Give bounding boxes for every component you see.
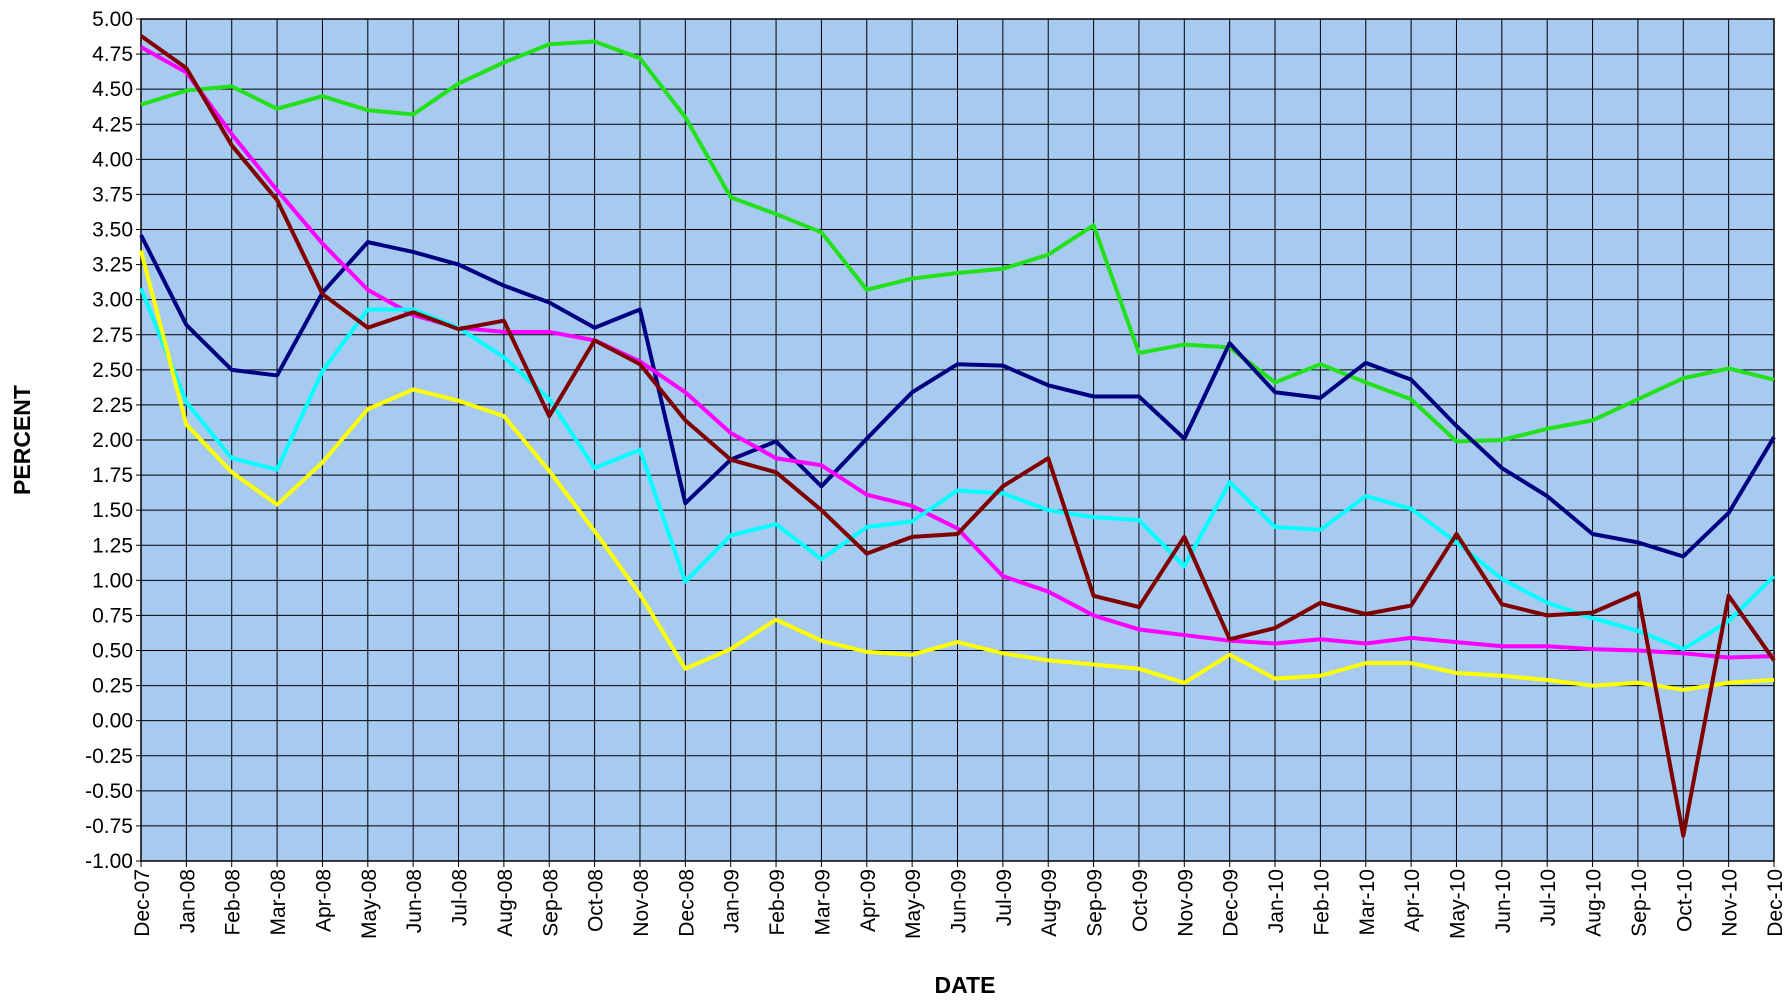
x-tick-label: Jun-09 xyxy=(948,869,971,933)
x-tick-label: Sep-09 xyxy=(1084,869,1107,937)
series-line xyxy=(139,250,1775,692)
y-tick-label: 0.75 xyxy=(92,604,133,627)
x-tick-label: Apr-09 xyxy=(857,869,880,932)
series-line xyxy=(140,39,1775,444)
y-tick-label: 4.25 xyxy=(92,113,133,136)
series-line xyxy=(139,34,1776,838)
x-tick-label: Dec-07 xyxy=(131,869,154,937)
y-tick-label: -0.75 xyxy=(85,815,133,838)
x-axis-label: DATE xyxy=(935,972,996,998)
y-tick-label: 5.00 xyxy=(92,8,133,31)
y-tick-label: 3.50 xyxy=(92,219,133,242)
x-tick-label: Jan-09 xyxy=(721,869,744,933)
y-tick-label: 4.00 xyxy=(92,148,133,171)
x-tick-label: Mar-09 xyxy=(811,869,834,936)
series-line xyxy=(139,287,1776,652)
y-tick-label: 4.75 xyxy=(92,43,133,66)
y-tick-label: 0.25 xyxy=(92,675,133,698)
y-tick-label: 0.00 xyxy=(92,710,133,733)
y-tick-label: 1.00 xyxy=(92,569,133,592)
y-tick-label: 2.00 xyxy=(92,429,133,452)
x-tick-label: Aug-08 xyxy=(494,869,517,937)
y-tick-label: 3.00 xyxy=(92,289,133,312)
y-tick-label: 2.25 xyxy=(92,394,133,417)
x-tick-label: Dec-09 xyxy=(1220,869,1243,937)
y-tick-label: 1.50 xyxy=(92,499,133,522)
y-tick-label: 0.50 xyxy=(92,640,133,663)
x-tick-label: Nov-10 xyxy=(1719,869,1742,937)
x-tick-label: Jun-08 xyxy=(403,869,426,933)
x-tick-label: Dec-10 xyxy=(1764,869,1787,937)
x-tick-label: Apr-08 xyxy=(312,869,335,932)
y-tick-label: -1.00 xyxy=(85,850,133,873)
x-tick-label: Oct-09 xyxy=(1129,869,1152,932)
x-tick-label: Mar-08 xyxy=(267,869,290,936)
x-tick-label: Jul-10 xyxy=(1537,869,1560,926)
x-tick-label: Sep-08 xyxy=(539,869,562,937)
y-tick-label: -0.25 xyxy=(85,745,133,768)
series-line xyxy=(139,234,1776,559)
y-tick-label: 2.50 xyxy=(92,359,133,382)
y-tick-label: 3.75 xyxy=(92,183,133,206)
x-tick-label: Oct-10 xyxy=(1673,869,1696,932)
x-tick-label: May-09 xyxy=(902,869,925,939)
series-line xyxy=(140,45,1775,660)
x-tick-label: Aug-09 xyxy=(1038,869,1061,937)
y-tick-label: 2.75 xyxy=(92,324,133,347)
x-tick-label: Feb-09 xyxy=(766,869,789,936)
x-tick-label: Nov-09 xyxy=(1174,869,1197,937)
y-tick-label: 1.75 xyxy=(92,464,133,487)
x-tick-label: Aug-10 xyxy=(1583,869,1606,937)
y-tick-label: 1.25 xyxy=(92,534,133,557)
x-tick-label: Jul-08 xyxy=(449,869,472,926)
x-tick-label: Feb-10 xyxy=(1310,869,1333,936)
y-tick-label: -0.50 xyxy=(85,780,133,803)
x-tick-label: Jun-10 xyxy=(1492,869,1515,933)
x-tick-label: Nov-08 xyxy=(630,869,653,937)
x-tick-label: Jan-08 xyxy=(176,869,199,933)
y-tick-label: 4.50 xyxy=(92,78,133,101)
y-axis-label: PERCENT xyxy=(9,385,35,495)
x-tick-label: Oct-08 xyxy=(585,869,608,932)
x-tick-label: Sep-10 xyxy=(1628,869,1651,937)
x-tick-label: May-10 xyxy=(1446,869,1469,939)
y-tick-label: 3.25 xyxy=(92,254,133,277)
x-tick-label: Feb-08 xyxy=(222,869,245,936)
x-tick-label: Jul-09 xyxy=(993,869,1016,926)
x-tick-label: Apr-10 xyxy=(1401,869,1424,932)
x-tick-label: Dec-08 xyxy=(675,869,698,937)
x-tick-label: Mar-10 xyxy=(1356,869,1379,936)
x-tick-label: Jan-10 xyxy=(1265,869,1288,933)
x-tick-label: May-08 xyxy=(358,869,381,939)
